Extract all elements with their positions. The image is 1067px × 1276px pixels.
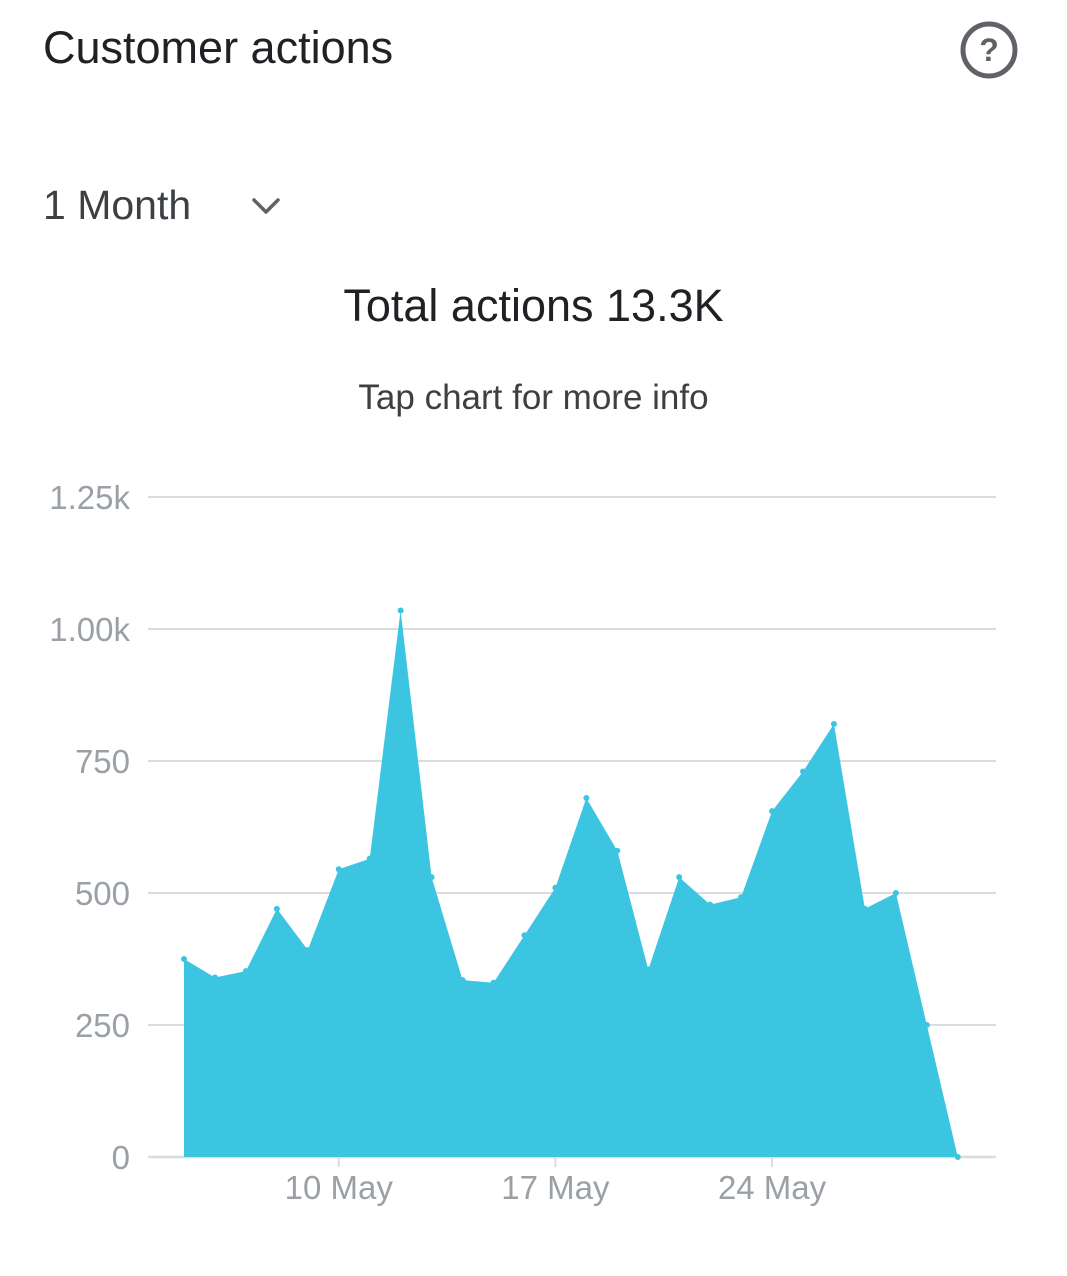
- data-point[interactable]: [738, 894, 745, 901]
- data-point[interactable]: [521, 932, 528, 939]
- y-tick-label: 500: [75, 875, 130, 912]
- data-point[interactable]: [304, 947, 311, 954]
- data-point[interactable]: [830, 721, 837, 728]
- y-tick-label: 250: [75, 1007, 130, 1044]
- chevron-down-icon: [252, 197, 280, 214]
- data-point[interactable]: [769, 808, 776, 815]
- actions-chart[interactable]: 0 250 500 750 1.00k 1.25k 10 May 17 May 24 May: [0, 460, 1067, 1220]
- y-tick-label: 750: [75, 743, 130, 780]
- period-dropdown[interactable]: 1 Month: [43, 182, 283, 229]
- data-point[interactable]: [676, 874, 683, 881]
- area-fill: [184, 610, 958, 1157]
- y-axis-labels: 0 250 500 750 1.00k 1.25k: [49, 479, 130, 1176]
- data-point[interactable]: [800, 768, 806, 775]
- data-point[interactable]: [707, 901, 714, 908]
- svg-text:?: ?: [979, 32, 999, 68]
- data-point[interactable]: [211, 974, 218, 981]
- data-point[interactable]: [490, 979, 497, 986]
- x-tick-label: 10 May: [285, 1169, 394, 1206]
- data-point[interactable]: [181, 956, 187, 962]
- period-label: 1 Month: [43, 182, 192, 228]
- y-tick-label: 1.00k: [49, 611, 130, 648]
- data-point[interactable]: [335, 866, 342, 873]
- area-series: [181, 607, 961, 1160]
- data-point[interactable]: [645, 966, 652, 973]
- data-point[interactable]: [397, 607, 404, 614]
- data-point[interactable]: [892, 890, 899, 896]
- page-title: Customer actions: [43, 22, 394, 73]
- data-point[interactable]: [583, 794, 590, 801]
- y-tick-label: 1.25k: [49, 479, 130, 516]
- data-point[interactable]: [954, 1154, 961, 1160]
- data-point[interactable]: [614, 847, 621, 854]
- data-point[interactable]: [923, 1022, 930, 1028]
- data-point[interactable]: [366, 855, 373, 862]
- x-tick-label: 17 May: [501, 1169, 610, 1206]
- x-tick-label: 24 May: [718, 1169, 827, 1206]
- data-point[interactable]: [242, 968, 249, 975]
- data-point[interactable]: [459, 977, 466, 984]
- data-point[interactable]: [428, 874, 435, 881]
- data-point[interactable]: [552, 884, 559, 891]
- y-tick-label: 0: [112, 1139, 130, 1176]
- chart-hint: Tap chart for more info: [358, 378, 709, 417]
- data-point[interactable]: [273, 905, 280, 912]
- total-actions: Total actions 13.3K: [343, 280, 724, 331]
- help-circle-icon[interactable]: ?: [959, 20, 1019, 80]
- data-point[interactable]: [861, 905, 868, 912]
- x-axis-labels: 10 May 17 May 24 May: [285, 1157, 827, 1206]
